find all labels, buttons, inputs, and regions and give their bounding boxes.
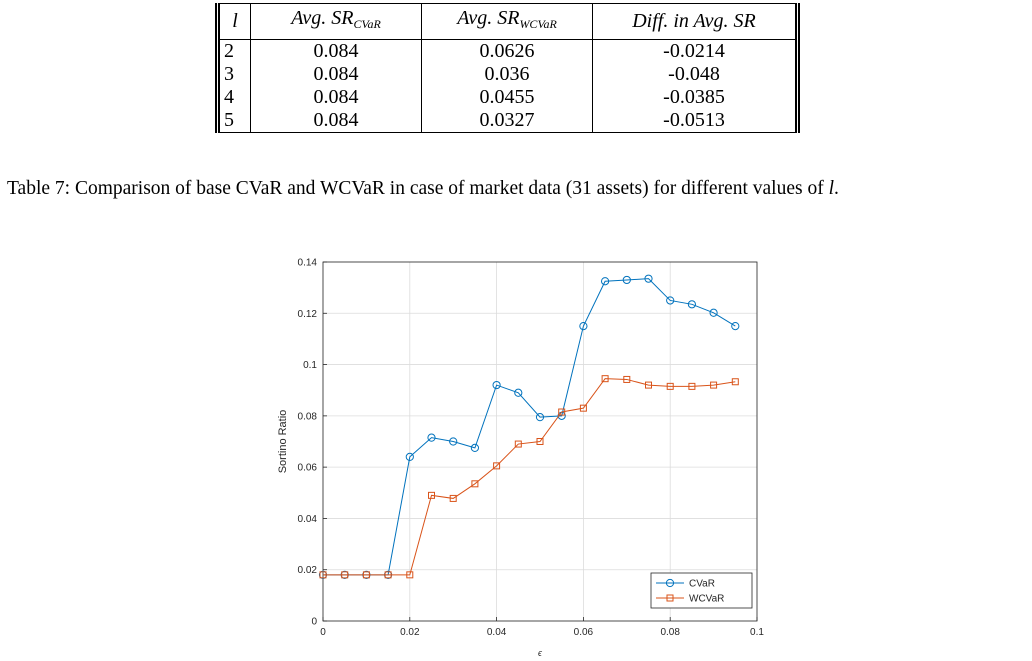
x-tick-label: 0.04: [487, 627, 507, 638]
series-line-wcvar: [323, 378, 736, 576]
x-tick-label: 0.1: [750, 627, 764, 638]
data-point-cvar: [514, 388, 523, 397]
y-tick-label: 0: [311, 617, 317, 628]
data-point-wcvar: [601, 375, 609, 383]
data-point-wcvar: [493, 462, 501, 470]
series-wcvar: [319, 375, 739, 579]
data-point-wcvar: [449, 494, 457, 502]
legend: CVaR WCVaR: [650, 572, 753, 609]
cell-diff: -0.0214: [592, 39, 798, 63]
data-point-cvar: [535, 413, 545, 422]
data-point-cvar: [731, 322, 740, 331]
cell-avg-wcvar: 0.0455: [421, 86, 593, 109]
data-point-wcvar: [341, 571, 349, 579]
legend-label-wcvar: WCVaR: [689, 594, 724, 605]
data-point-wcvar: [362, 571, 370, 579]
x-tick-label: 0.02: [400, 627, 420, 638]
header-avg-sr-wcvar-text: Avg. SR: [457, 7, 520, 29]
data-point-wcvar: [666, 382, 674, 390]
axis-ticks: 0 0.02 0.04 0.06 0.08 0.1 0 0.02 0.04 0.06 0.08 0.1…: [298, 258, 765, 639]
data-point-wcvar: [471, 480, 479, 488]
header-avg-sr-cvar-text: Avg. SR: [291, 7, 354, 29]
cell-avg-cvar: 0.084: [250, 39, 422, 63]
data-point-wcvar: [536, 438, 544, 445]
data-point-cvar: [579, 322, 588, 331]
series-group: [318, 274, 740, 579]
y-tick-label: 0.08: [298, 411, 318, 422]
cell-diff: -0.048: [592, 63, 798, 86]
data-point-wcvar: [710, 381, 718, 389]
data-point-wcvar: [688, 382, 696, 390]
data-point-wcvar: [645, 381, 652, 389]
cell-diff: -0.0513: [592, 109, 798, 133]
header-avg-sr-wcvar-sub: WCVaR: [519, 17, 557, 31]
x-tick-label: 0.08: [660, 627, 680, 638]
data-point-cvar: [492, 380, 501, 390]
data-point-cvar: [405, 452, 414, 461]
cell-diff: -0.0385: [592, 86, 798, 109]
data-point-cvar: [470, 443, 479, 453]
table-row: 4 0.084 0.0455 -0.0385: [217, 86, 798, 109]
data-point-cvar: [644, 274, 653, 283]
y-tick-label: 0.1: [303, 360, 317, 371]
series-cvar: [318, 274, 740, 579]
caption-text: Comparison of base CVaR and WCVaR in cas…: [70, 178, 829, 199]
y-tick-label: 0.02: [298, 565, 318, 576]
data-point-cvar: [622, 275, 631, 285]
cell-avg-wcvar: 0.0626: [421, 39, 593, 63]
data-point-wcvar: [428, 491, 435, 499]
plot-frame: [322, 261, 758, 622]
data-point-cvar: [427, 433, 436, 442]
data-point-wcvar: [384, 571, 392, 579]
legend-marker-wcvar: [666, 594, 674, 602]
data-point-wcvar: [579, 404, 587, 412]
series-line-cvar: [323, 278, 736, 576]
table-header-row: l Avg. SRCVaR Avg. SRWCVaR Diff. in Avg.…: [217, 3, 798, 40]
table-row: 3 0.084 0.036 -0.048: [217, 63, 798, 86]
results-table-container: l Avg. SRCVaR Avg. SRWCVaR Diff. in Avg.…: [215, 3, 800, 133]
data-point-cvar: [687, 300, 697, 309]
x-tick-label: 0: [320, 627, 326, 638]
table-row: 5 0.084 0.0327 -0.0513: [217, 109, 798, 133]
cell-avg-cvar: 0.084: [250, 86, 422, 109]
y-tick-label: 0.06: [298, 463, 318, 474]
caption-label: Table 7:: [7, 178, 71, 199]
data-point-cvar: [601, 277, 610, 286]
y-tick-label: 0.12: [298, 309, 318, 320]
results-table: l Avg. SRCVaR Avg. SRWCVaR Diff. in Avg.…: [215, 3, 800, 133]
header-avg-sr-cvar: Avg. SRCVaR: [250, 3, 422, 40]
data-point-wcvar: [406, 571, 414, 579]
data-point-wcvar: [319, 571, 327, 579]
data-point-wcvar: [558, 408, 566, 416]
y-tick-label: 0.14: [298, 258, 318, 269]
data-point-wcvar: [731, 378, 739, 386]
data-point-wcvar: [623, 375, 631, 383]
legend-box: [650, 572, 753, 609]
cell-avg-cvar: 0.084: [250, 109, 422, 133]
cell-avg-cvar: 0.084: [250, 63, 422, 86]
data-point-wcvar: [514, 440, 522, 448]
data-point-cvar: [666, 296, 675, 305]
data-point-cvar: [709, 308, 718, 317]
caption-variable: l: [828, 178, 834, 199]
caption-end: .: [834, 178, 839, 199]
y-axis-label: Sortino Ratio: [277, 410, 289, 474]
legend-label-cvar: CVaR: [689, 579, 715, 590]
table-row: 2 0.084 0.0626 -0.0214: [217, 39, 798, 63]
table-caption: Table 7: Comparison of base CVaR and WCV…: [7, 178, 1027, 200]
data-point-cvar: [449, 437, 458, 446]
y-tick-label: 0.04: [298, 514, 318, 525]
legend-marker-cvar: [665, 578, 675, 588]
header-diff-avg-sr: Diff. in Avg. SR: [592, 3, 798, 40]
header-avg-sr-cvar-sub: CVaR: [353, 17, 381, 31]
x-tick-label: 0.06: [574, 627, 594, 638]
x-axis-label: ϵ: [538, 648, 543, 658]
cell-avg-wcvar: 0.036: [421, 63, 593, 86]
cell-avg-wcvar: 0.0327: [421, 109, 593, 133]
